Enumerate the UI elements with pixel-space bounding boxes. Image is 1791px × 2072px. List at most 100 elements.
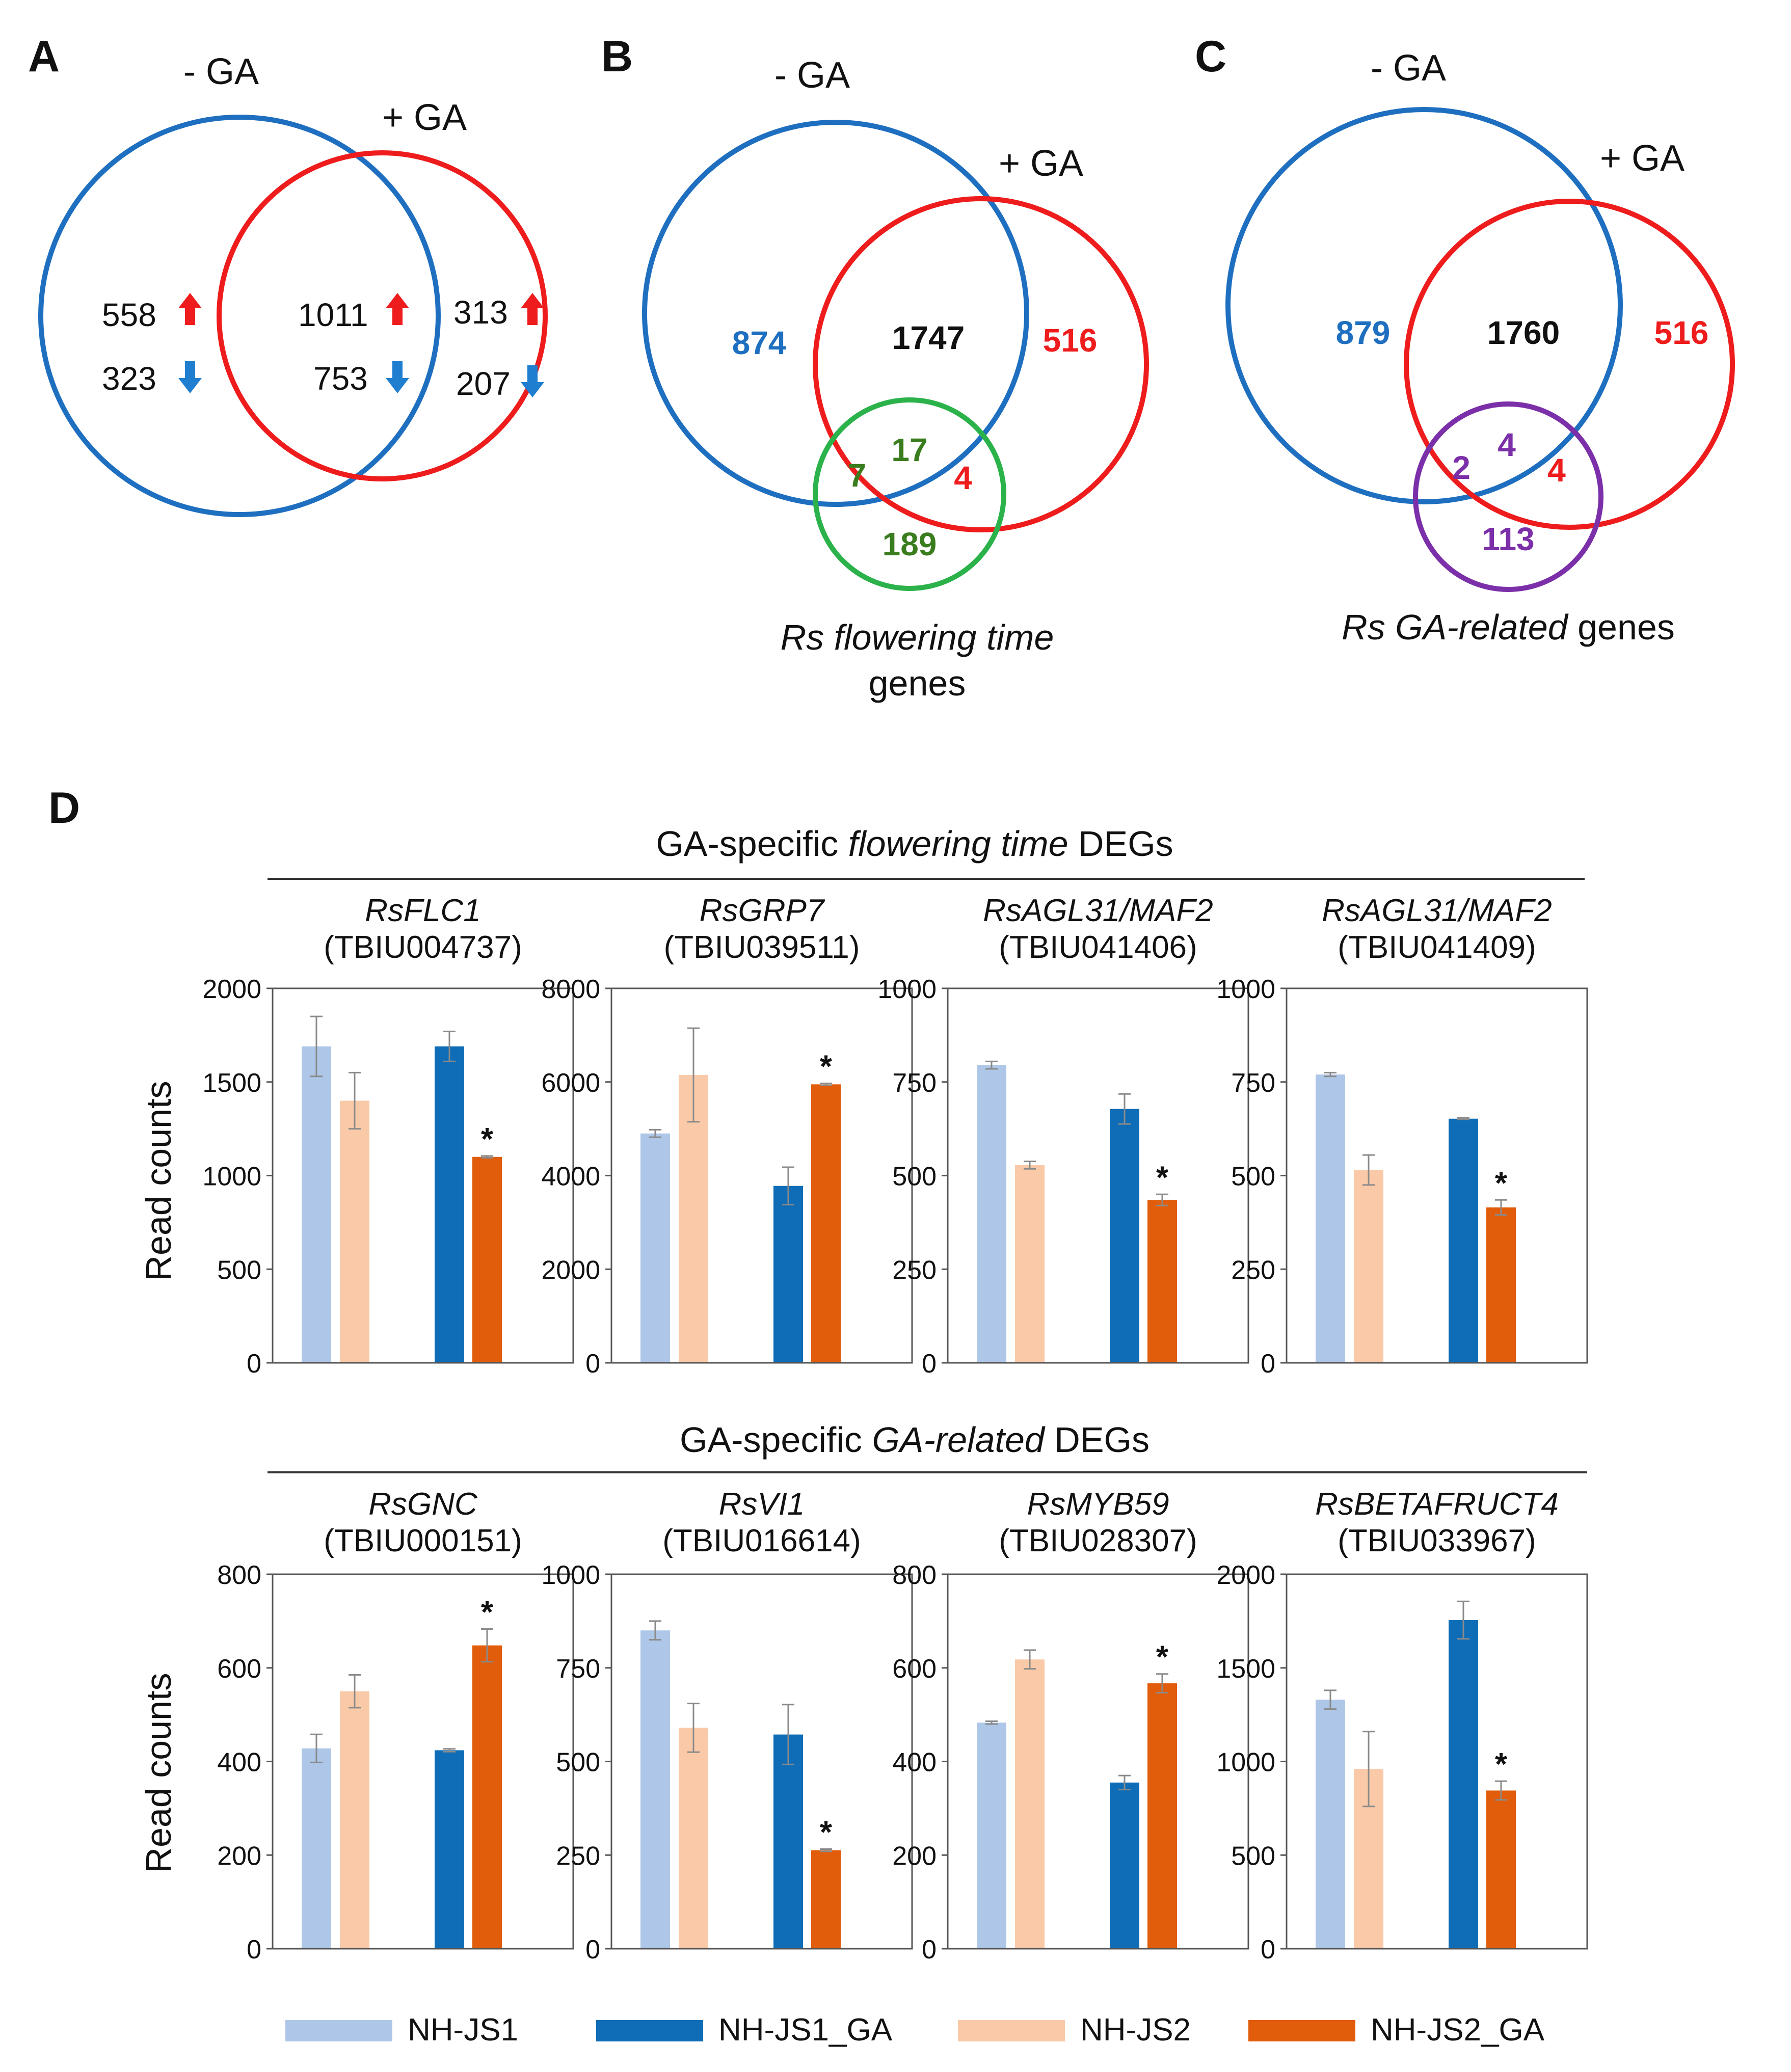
- legend-swatch-nh-js2: [958, 2020, 1065, 2041]
- panel-b-caption-line2: genes: [869, 663, 966, 703]
- y-tick-label: 6000: [541, 1068, 600, 1098]
- arrow-down-icon: [386, 361, 409, 393]
- bar-nh-js1-ga: [1110, 1782, 1139, 1949]
- legend-label: NH-JS2_GA: [1371, 2012, 1545, 2048]
- bar-nh-js1: [640, 1133, 670, 1363]
- panel-b-label-minus-ga: - GA: [774, 55, 850, 96]
- arrow-up-icon: [521, 293, 544, 325]
- panel-a-only-plus-down: 207: [456, 365, 511, 402]
- bar-nh-js1-ga: [773, 1186, 803, 1363]
- panel-b-caption-line1: Rs flowering time: [781, 617, 1054, 657]
- bar-nh-js2: [1015, 1659, 1045, 1949]
- panel-c-third-all: 4: [1498, 426, 1516, 463]
- y-tick-label: 0: [1261, 1935, 1275, 1965]
- bar-nh-js1-ga: [1449, 1118, 1478, 1363]
- y-tick-label: 500: [1231, 1162, 1275, 1192]
- row2-title-post: DEGs: [1045, 1420, 1150, 1460]
- panel-b-third-minus: 7: [848, 457, 866, 494]
- gene-name: RsGRP7: [700, 893, 825, 928]
- panel-b-only-minus: 874: [732, 325, 787, 361]
- bar-nh-js2-ga: [472, 1645, 502, 1949]
- y-tick-label: 750: [1231, 1068, 1275, 1098]
- y-tick-label: 400: [217, 1748, 261, 1778]
- panel-b-both: 1747: [892, 319, 965, 356]
- y-tick-label: 200: [892, 1841, 937, 1871]
- panel-a-only-minus-up: 558: [102, 297, 156, 333]
- gene-id: (TBIU016614): [662, 1523, 861, 1558]
- arrow-up-icon: [178, 293, 202, 325]
- significance-star: *: [820, 1815, 833, 1850]
- bar-chart-7: RsMYB59(TBIU028307) * 0 200 400 600 800: [892, 1487, 1249, 1965]
- significance-star: *: [1156, 1160, 1169, 1195]
- gene-name: RsMYB59: [1027, 1487, 1169, 1522]
- y-tick-label: 500: [1231, 1841, 1275, 1871]
- y-tick-label: 500: [892, 1162, 937, 1192]
- panel-c-letter: C: [1195, 32, 1226, 81]
- gene-id: (TBIU041409): [1338, 930, 1536, 965]
- gene-id: (TBIU041406): [999, 930, 1197, 965]
- bar-nh-js1: [1316, 1700, 1345, 1949]
- gene-id: (TBIU000151): [324, 1523, 522, 1558]
- panel-a-only-plus-up: 313: [453, 294, 508, 331]
- panel-d: D GA-specific flowering time DEGs GA-spe…: [48, 784, 1588, 2048]
- bar-nh-js1: [977, 1065, 1006, 1363]
- y-tick-label: 1000: [202, 1162, 261, 1192]
- gene-name: RsAGL31/MAF2: [983, 893, 1213, 928]
- panel-b-third-only: 189: [883, 526, 937, 562]
- y-tick-label: 2000: [1216, 1560, 1275, 1590]
- y-tick-label: 0: [247, 1349, 261, 1379]
- panel-b-letter: B: [601, 32, 633, 81]
- panel-b-circle-plus-ga: [813, 196, 1149, 532]
- row1-title-italic: flowering time: [848, 824, 1068, 864]
- y-tick-label: 600: [217, 1654, 261, 1684]
- bar-nh-js1-ga: [773, 1734, 803, 1949]
- y-tick-label: 8000: [541, 975, 600, 1004]
- panel-a-both-down: 753: [313, 360, 368, 397]
- significance-star: *: [1495, 1747, 1508, 1782]
- panel-a-label-plus-ga: + GA: [382, 97, 467, 138]
- panel-b-third-plus: 4: [954, 460, 972, 496]
- y-tick-label: 0: [247, 1935, 261, 1965]
- bar-nh-js2-ga: [1147, 1200, 1177, 1363]
- y-tick-label: 1500: [202, 1068, 261, 1098]
- y-tick-label: 200: [217, 1841, 261, 1871]
- bar-chart-5: RsGNC(TBIU000151) * 0 200 400 600 800: [217, 1487, 574, 1965]
- row1-ylabel: Read counts: [139, 1081, 178, 1281]
- legend-label: NH-JS1: [408, 2012, 518, 2048]
- gene-name: RsVI1: [719, 1487, 805, 1522]
- arrow-down-icon: [521, 365, 544, 397]
- significance-star: *: [820, 1050, 833, 1085]
- y-tick-label: 400: [892, 1748, 937, 1778]
- y-tick-label: 800: [217, 1560, 261, 1590]
- bar-nh-js2: [1354, 1170, 1383, 1363]
- bar-nh-js1-ga: [1449, 1620, 1478, 1949]
- panel-c-only-plus: 516: [1654, 314, 1709, 351]
- y-tick-label: 1000: [1216, 1748, 1275, 1778]
- legend-label: NH-JS1_GA: [718, 2012, 893, 2048]
- row1-title-pre: GA-specific: [656, 824, 848, 864]
- panel-c-caption: Rs GA-related genes: [1342, 607, 1675, 647]
- gene-id: (TBIU028307): [999, 1523, 1197, 1558]
- bar-nh-js2: [679, 1728, 708, 1949]
- y-tick-label: 0: [585, 1349, 600, 1379]
- panel-d-letter: D: [48, 784, 80, 832]
- panel-b-circle-flowering-genes: [813, 397, 1006, 591]
- panel-a-circle-plus-ga: [217, 150, 548, 481]
- y-tick-label: 0: [922, 1935, 937, 1965]
- y-tick-label: 250: [892, 1255, 937, 1285]
- panel-b-label-plus-ga: + GA: [999, 143, 1083, 184]
- legend-swatch-nh-js1-ga: [596, 2020, 703, 2041]
- bar-nh-js2: [1015, 1165, 1045, 1363]
- y-tick-label: 1500: [1216, 1654, 1275, 1684]
- panel-b-only-plus: 516: [1043, 322, 1098, 359]
- row2-title: GA-specific GA-related DEGs: [680, 1420, 1150, 1460]
- y-tick-label: 1000: [541, 1560, 600, 1590]
- bar-nh-js1: [302, 1748, 331, 1949]
- y-tick-label: 2000: [202, 975, 261, 1004]
- gene-name: RsBETAFRUCT4: [1315, 1487, 1559, 1522]
- panel-c-label-minus-ga: - GA: [1371, 48, 1446, 89]
- panel-a-letter: A: [28, 32, 60, 81]
- panel-a-venn: A - GA + GA 558 323 1011 753 313 207: [28, 32, 548, 517]
- bar-nh-js2-ga: [811, 1084, 841, 1363]
- y-tick-label: 600: [892, 1654, 937, 1684]
